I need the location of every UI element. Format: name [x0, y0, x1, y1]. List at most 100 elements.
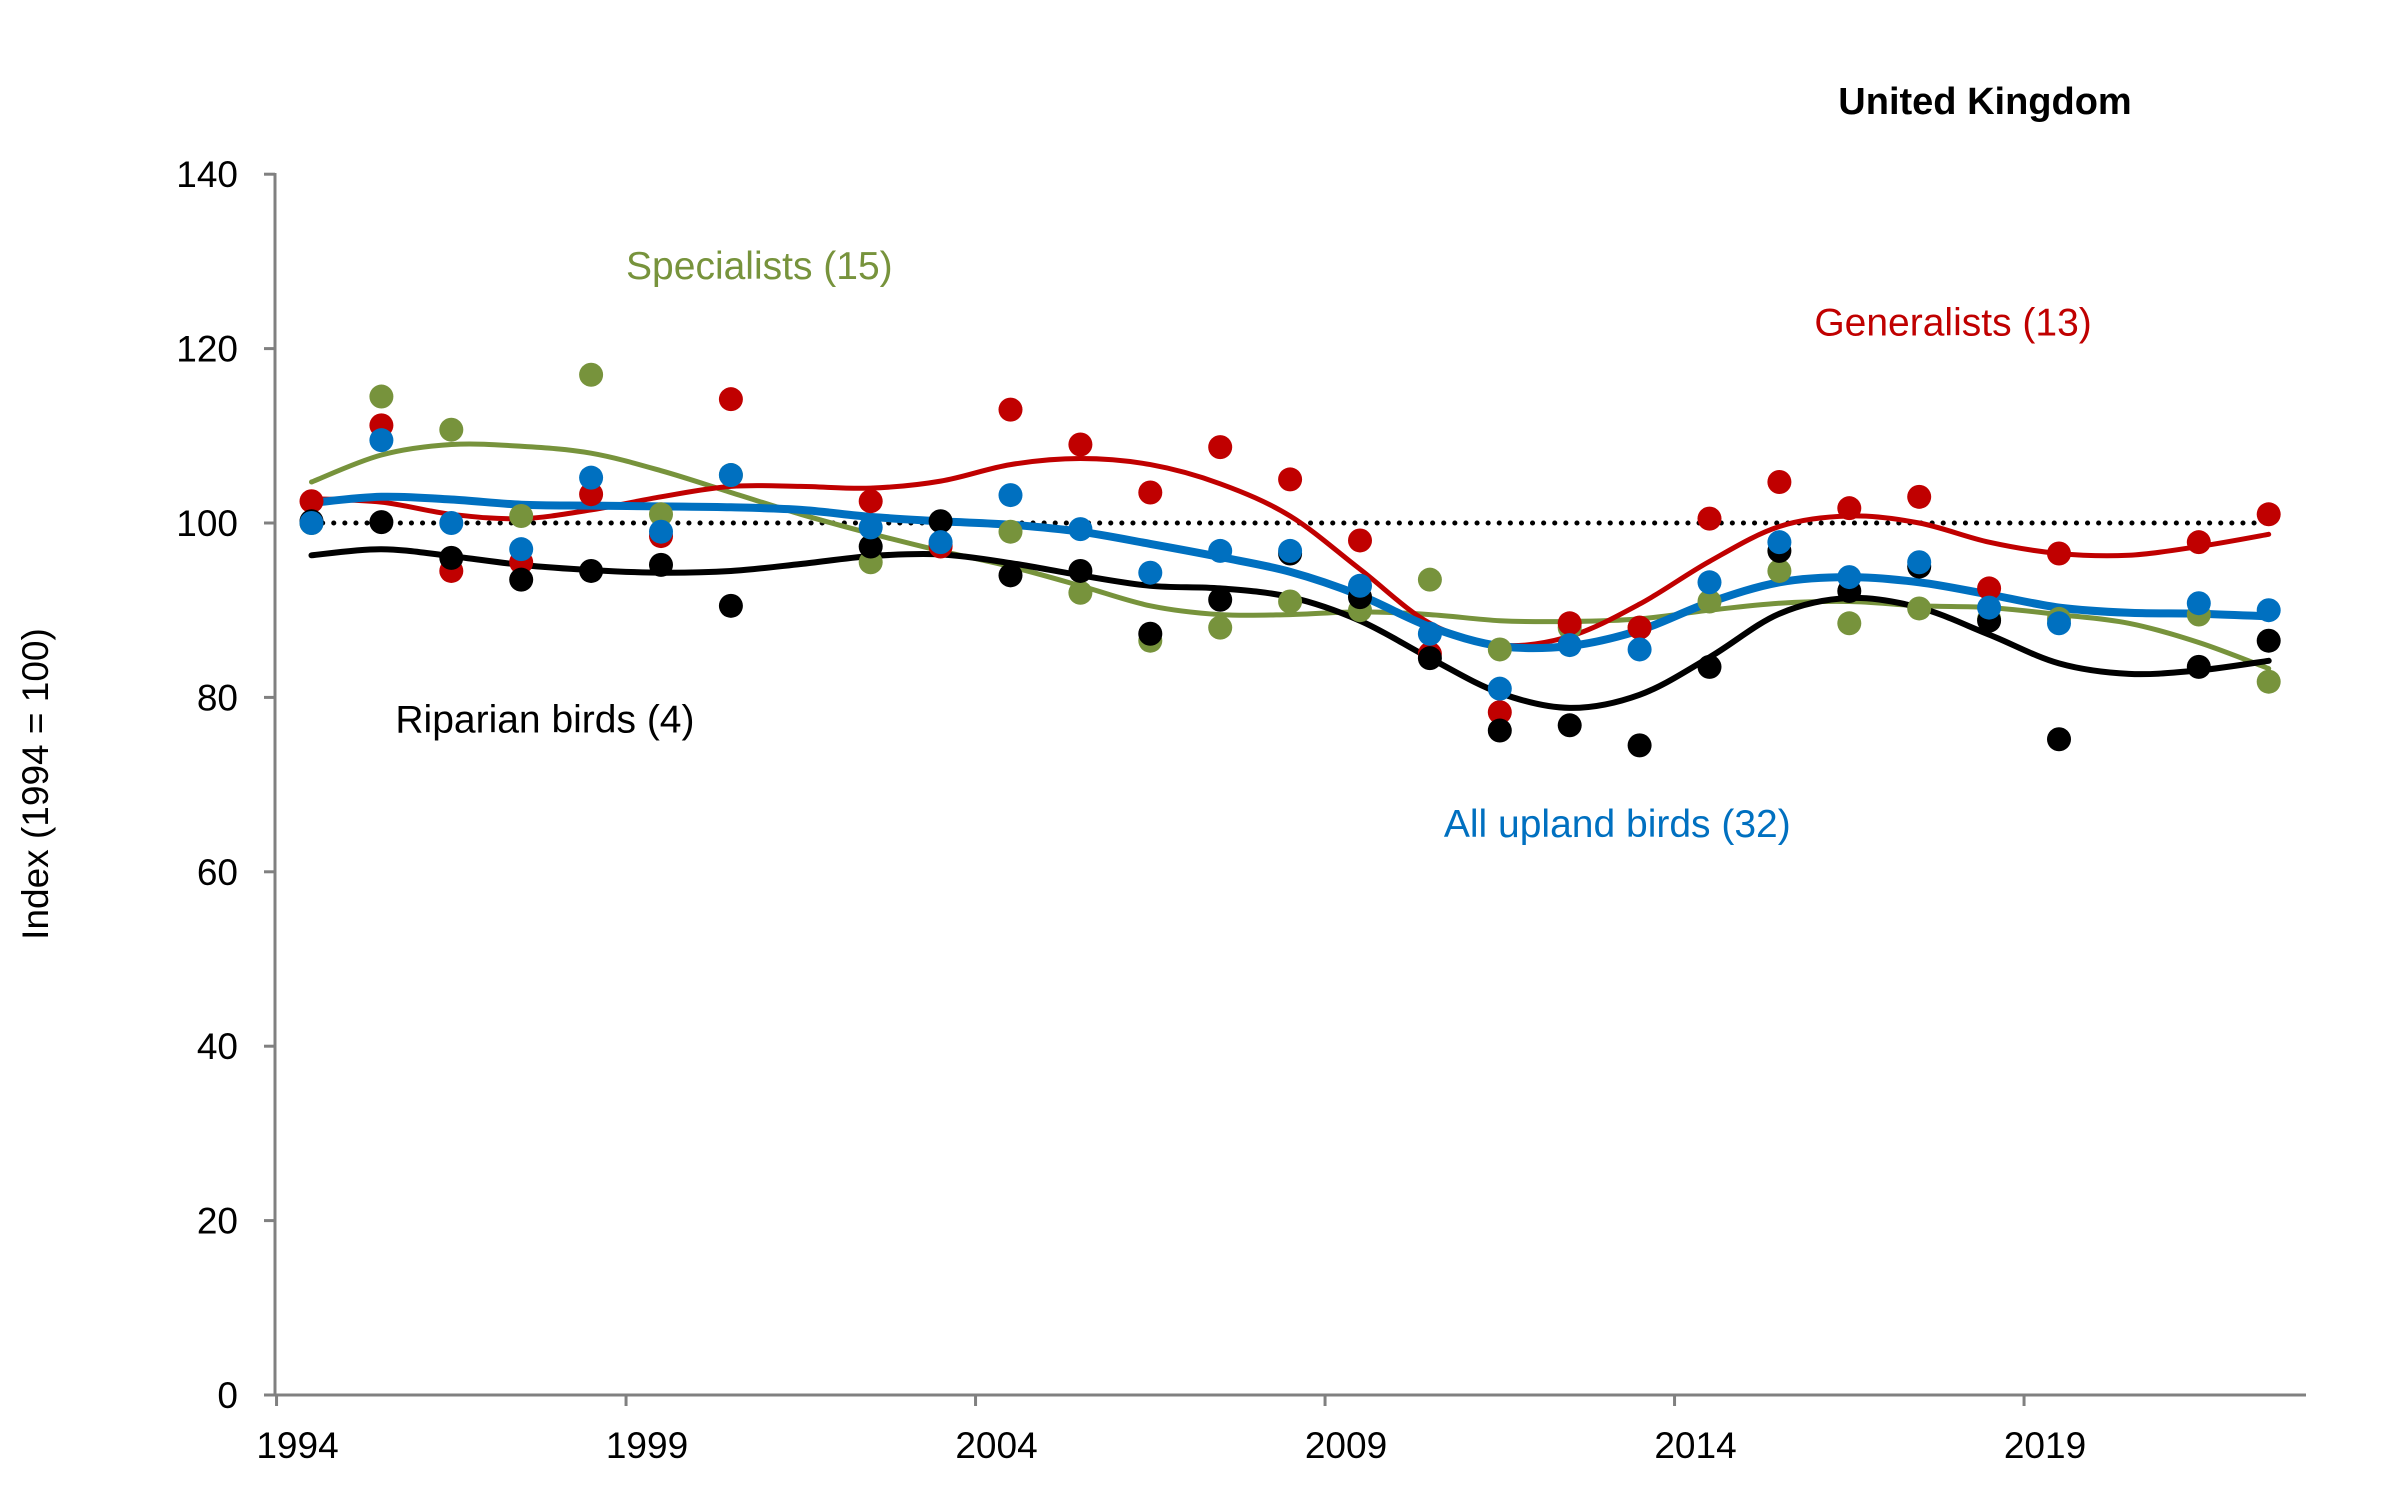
- data-points: [299, 362, 2281, 758]
- specialists-point: [1697, 589, 1722, 614]
- all-upland-birds-point: [1767, 530, 1792, 555]
- specialists-point: [1837, 611, 1862, 636]
- y-tick-label: 60: [197, 852, 238, 893]
- all-upland-birds-point: [1977, 595, 2002, 620]
- riparian-birds-point: [928, 509, 953, 534]
- riparian-birds-point: [1068, 558, 1093, 583]
- generalists-point: [1208, 435, 1233, 460]
- all-upland-birds-point: [928, 530, 953, 555]
- generalists-point: [1907, 484, 1932, 509]
- all-upland-birds-point: [439, 511, 464, 535]
- generalists-point: [1627, 615, 1652, 640]
- riparian-birds-point: [858, 534, 883, 559]
- all-upland-birds-point: [1487, 676, 1512, 701]
- y-tick-label: 80: [197, 677, 238, 718]
- riparian-birds-point: [1208, 587, 1233, 612]
- riparian-birds-point: [369, 510, 394, 535]
- all-upland-birds-point: [579, 465, 604, 490]
- x-tick-label: 2004: [955, 1425, 1037, 1466]
- all-upland-birds-point: [1557, 633, 1582, 658]
- all-upland-birds-point: [1068, 517, 1093, 542]
- specialists-point: [1278, 589, 1303, 614]
- generalists-point: [718, 387, 743, 412]
- y-axis-ticks: 0 20 40 60 80 100 120 140: [176, 154, 275, 1416]
- riparian-birds-point: [579, 558, 604, 583]
- generalists-point: [299, 489, 324, 514]
- riparian-birds-point: [439, 545, 464, 570]
- riparian-birds-point: [2256, 628, 2281, 653]
- specialists-point: [1068, 580, 1093, 605]
- all-upland-birds-label: All upland birds (32): [1444, 803, 1791, 846]
- x-tick-label: 1999: [606, 1425, 688, 1466]
- specialists-point: [439, 417, 464, 442]
- y-tick-label: 140: [176, 154, 238, 195]
- all-upland-birds-point: [1348, 573, 1372, 598]
- all-upland-birds-trend-line: [307, 492, 2273, 653]
- generalists-point: [2186, 530, 2211, 555]
- y-tick-label: 40: [197, 1026, 238, 1067]
- generalists-point: [579, 482, 604, 507]
- riparian-birds-point: [718, 593, 743, 618]
- all-upland-birds-point: [299, 511, 324, 535]
- all-upland-birds-point: [1907, 550, 1932, 575]
- x-tick-label: 2014: [1654, 1425, 1736, 1466]
- specialists-point: [509, 504, 534, 529]
- generalists-point: [2256, 502, 2281, 527]
- generalists-point: [1068, 432, 1093, 457]
- all-upland-birds-point: [718, 463, 743, 488]
- generalists-point: [1837, 496, 1862, 521]
- specialists-point: [1907, 596, 1932, 621]
- generalists-point: [1348, 528, 1372, 553]
- all-upland-birds-point: [2047, 611, 2071, 636]
- specialists-point: [2256, 669, 2281, 694]
- generalists-label: Generalists (13): [1814, 302, 2091, 345]
- riparian-birds-point: [1557, 713, 1582, 738]
- all-upland-birds-point: [1138, 560, 1163, 585]
- riparian-birds-point: [2186, 654, 2211, 679]
- all-upland-birds-point: [2256, 598, 2281, 623]
- riparian-birds-point: [1138, 621, 1163, 646]
- x-tick-label: 2009: [1305, 1425, 1387, 1466]
- trend-lines: [307, 441, 2273, 711]
- generalists-point: [1487, 700, 1512, 725]
- specialists-point: [1487, 637, 1512, 662]
- generalists-point: [1278, 467, 1303, 492]
- series-labels: Specialists (15) Generalists (13) Riparian…: [395, 245, 2091, 846]
- specialists-point: [1767, 558, 1792, 583]
- y-axis-title: Index (1994 = 100): [15, 628, 56, 940]
- riparian-birds-label: Riparian birds (4): [395, 698, 694, 741]
- riparian-birds-point: [998, 563, 1023, 588]
- generalists-point: [1697, 506, 1722, 531]
- generalists-point: [1138, 480, 1163, 505]
- specialists-trend-line: [309, 441, 2272, 672]
- all-upland-birds-point: [1417, 621, 1442, 646]
- specialists-point: [1417, 567, 1442, 592]
- x-tick-label: 2019: [2004, 1425, 2086, 1466]
- specialists-point: [998, 519, 1023, 544]
- x-tick-label: 1994: [256, 1425, 338, 1466]
- all-upland-birds-point: [509, 537, 534, 562]
- riparian-birds-point: [1627, 733, 1652, 758]
- all-upland-birds-point: [2186, 591, 2211, 616]
- x-axis-ticks: 1994 1999 2004 2009 2014 2019: [256, 1395, 2086, 1466]
- generalists-trend-line: [309, 456, 2272, 649]
- chart-title: United Kingdom: [1838, 81, 2131, 123]
- generalists-point: [998, 397, 1023, 422]
- all-upland-birds-point: [858, 515, 883, 540]
- all-upland-birds-point: [1837, 565, 1862, 590]
- riparian-birds-point: [649, 552, 673, 577]
- specialists-label: Specialists (15): [626, 245, 893, 288]
- specialists-point: [649, 502, 673, 527]
- riparian-birds-point: [1417, 646, 1442, 671]
- all-upland-birds-point: [369, 428, 394, 453]
- all-upland-birds-point: [1208, 538, 1233, 563]
- all-upland-birds-point: [1278, 538, 1303, 563]
- generalists-point: [1557, 611, 1582, 636]
- specialists-point: [1208, 615, 1233, 640]
- generalists-point: [858, 489, 883, 514]
- y-tick-label: 20: [197, 1201, 238, 1242]
- riparian-birds-point: [2047, 727, 2071, 752]
- riparian-birds-point: [1697, 654, 1722, 679]
- riparian-birds-point: [1487, 718, 1512, 743]
